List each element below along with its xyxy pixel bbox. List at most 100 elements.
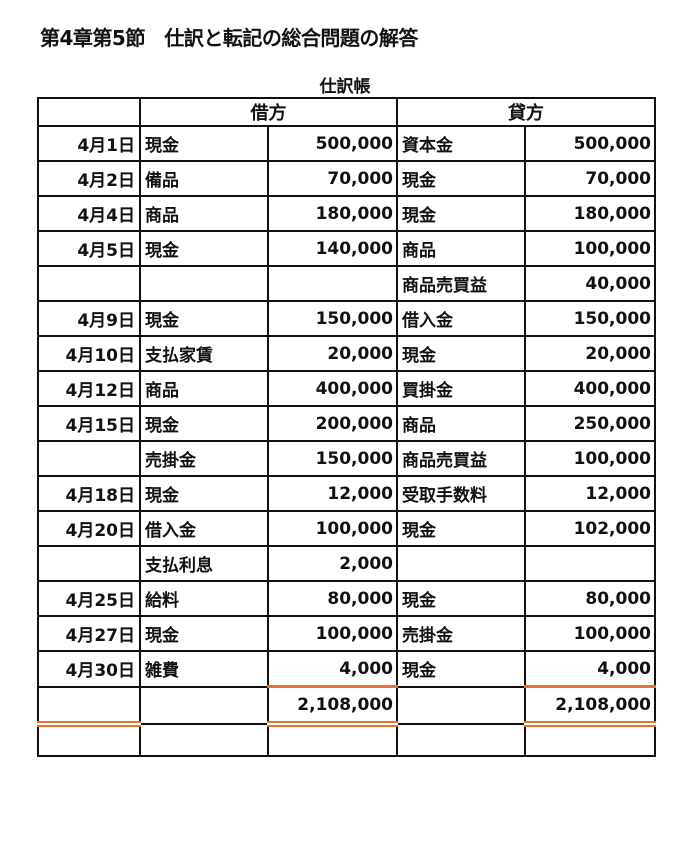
credit-amount-cell: 500,000: [524, 125, 656, 162]
credit-account-cell: [396, 685, 526, 725]
credit-account-cell: 資本金: [396, 125, 526, 162]
debit-amount-cell: 2,000: [267, 545, 398, 582]
header-debit: 借方: [139, 97, 398, 127]
empty-cell: [524, 723, 656, 757]
journal-caption: 仕訳帳: [319, 77, 371, 97]
credit-amount-cell: 40,000: [524, 265, 656, 302]
debit-amount-cell: 100,000: [267, 510, 398, 547]
empty-cell: [37, 723, 141, 757]
table-row: 売掛金 150,000 商品売買益 100,000: [37, 440, 656, 477]
date-cell: 4月30日: [37, 650, 141, 688]
table-row: 商品売買益 40,000: [37, 265, 656, 302]
debit-amount-cell: 200,000: [267, 405, 398, 442]
debit-account-cell: 現金: [139, 230, 269, 267]
credit-amount-cell: 100,000: [524, 615, 656, 652]
credit-amount-cell: 12,000: [524, 475, 656, 512]
credit-account-cell: 商品売買益: [396, 440, 526, 477]
table-row: 4月9日 現金 150,000 借入金 150,000: [37, 300, 656, 337]
table-row: 支払利息 2,000: [37, 545, 656, 582]
date-cell: 4月25日: [37, 580, 141, 617]
credit-account-cell: 現金: [396, 195, 526, 232]
page-title: 第4章第5節 仕訳と転記の総合問題の解答: [40, 26, 418, 50]
debit-account-cell: 商品: [139, 370, 269, 407]
table-row: 4月18日 現金 12,000 受取手数料 12,000: [37, 475, 656, 512]
date-cell: 4月10日: [37, 335, 141, 372]
credit-account-cell: 受取手数料: [396, 475, 526, 512]
credit-account-cell: 商品売買益: [396, 265, 526, 302]
table-row: 4月4日 商品 180,000 現金 180,000: [37, 195, 656, 232]
credit-account-cell: 現金: [396, 335, 526, 372]
table-row: 4月20日 借入金 100,000 現金 102,000: [37, 510, 656, 547]
credit-amount-cell: 102,000: [524, 510, 656, 547]
credit-account-cell: 買掛金: [396, 370, 526, 407]
header-date: [37, 97, 141, 127]
debit-account-cell: 給料: [139, 580, 269, 617]
date-cell: 4月15日: [37, 405, 141, 442]
date-cell: 4月5日: [37, 230, 141, 267]
debit-account-cell: [139, 685, 269, 725]
debit-amount-cell: 80,000: [267, 580, 398, 617]
debit-amount-cell: 12,000: [267, 475, 398, 512]
table-row: 4月10日 支払家賃 20,000 現金 20,000: [37, 335, 656, 372]
header-credit: 貸方: [396, 97, 656, 127]
credit-amount-cell: 400,000: [524, 370, 656, 407]
date-cell: 4月1日: [37, 125, 141, 162]
credit-amount-cell: 250,000: [524, 405, 656, 442]
date-cell: 4月18日: [37, 475, 141, 512]
table-row: 4月30日 雑費 4,000 現金 4,000: [37, 650, 656, 688]
debit-account-cell: 現金: [139, 475, 269, 512]
debit-amount-cell: 70,000: [267, 160, 398, 197]
journal-table: 借方 貸方 4月1日 現金 500,000 資本金 500,000 4月2日 備品 70,00…: [37, 97, 656, 757]
credit-account-cell: 現金: [396, 510, 526, 547]
date-cell: [37, 545, 141, 582]
table-row: 4月2日 備品 70,000 現金 70,000: [37, 160, 656, 197]
totals-row: 2,108,000 2,108,000: [37, 685, 656, 727]
credit-amount-cell: 80,000: [524, 580, 656, 617]
table-row: 4月5日 現金 140,000 商品 100,000: [37, 230, 656, 267]
debit-account-cell: 雑費: [139, 650, 269, 688]
credit-amount-cell: 70,000: [524, 160, 656, 197]
date-cell: [37, 265, 141, 302]
credit-account-cell: 売掛金: [396, 615, 526, 652]
credit-account-cell: 商品: [396, 230, 526, 267]
debit-amount-cell: 100,000: [267, 615, 398, 652]
debit-account-cell: 支払利息: [139, 545, 269, 582]
table-row: 4月25日 給料 80,000 現金 80,000: [37, 580, 656, 617]
debit-account-cell: 売掛金: [139, 440, 269, 477]
credit-account-cell: [396, 545, 526, 582]
debit-amount-cell: [267, 265, 398, 302]
table-row: 4月15日 現金 200,000 商品 250,000: [37, 405, 656, 442]
debit-amount-cell: 150,000: [267, 440, 398, 477]
date-cell: 4月27日: [37, 615, 141, 652]
debit-account-cell: 商品: [139, 195, 269, 232]
credit-account-cell: 現金: [396, 650, 526, 688]
debit-amount-cell: 20,000: [267, 335, 398, 372]
credit-total: 2,108,000: [524, 685, 656, 727]
credit-amount-cell: 100,000: [524, 440, 656, 477]
empty-cell: [139, 723, 269, 757]
empty-cell: [267, 723, 398, 757]
credit-amount-cell: [524, 545, 656, 582]
debit-account-cell: [139, 265, 269, 302]
table-row: 4月1日 現金 500,000 資本金 500,000: [37, 125, 656, 162]
date-cell: 4月20日: [37, 510, 141, 547]
debit-amount-cell: 400,000: [267, 370, 398, 407]
debit-account-cell: 現金: [139, 125, 269, 162]
credit-amount-cell: 150,000: [524, 300, 656, 337]
debit-amount-cell: 500,000: [267, 125, 398, 162]
debit-account-cell: 支払家賃: [139, 335, 269, 372]
credit-amount-cell: 20,000: [524, 335, 656, 372]
date-cell: 4月9日: [37, 300, 141, 337]
credit-account-cell: 借入金: [396, 300, 526, 337]
credit-account-cell: 商品: [396, 405, 526, 442]
credit-amount-cell: 100,000: [524, 230, 656, 267]
debit-account-cell: 現金: [139, 615, 269, 652]
table-row: 4月27日 現金 100,000 売掛金 100,000: [37, 615, 656, 652]
date-cell: [37, 685, 141, 727]
debit-amount-cell: 180,000: [267, 195, 398, 232]
debit-account-cell: 現金: [139, 300, 269, 337]
credit-amount-cell: 180,000: [524, 195, 656, 232]
date-cell: 4月2日: [37, 160, 141, 197]
credit-account-cell: 現金: [396, 160, 526, 197]
credit-account-cell: 現金: [396, 580, 526, 617]
